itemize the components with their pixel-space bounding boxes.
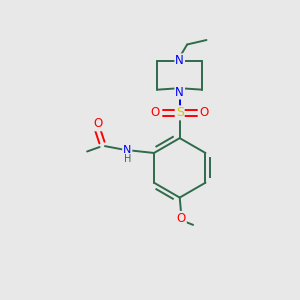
- Text: O: O: [200, 106, 209, 119]
- Text: N: N: [175, 54, 184, 67]
- Text: O: O: [150, 106, 160, 119]
- Text: O: O: [93, 117, 102, 130]
- Text: N: N: [175, 85, 184, 98]
- Text: N: N: [123, 145, 131, 155]
- Text: S: S: [176, 106, 184, 119]
- Text: O: O: [177, 212, 186, 225]
- Text: H: H: [124, 154, 131, 164]
